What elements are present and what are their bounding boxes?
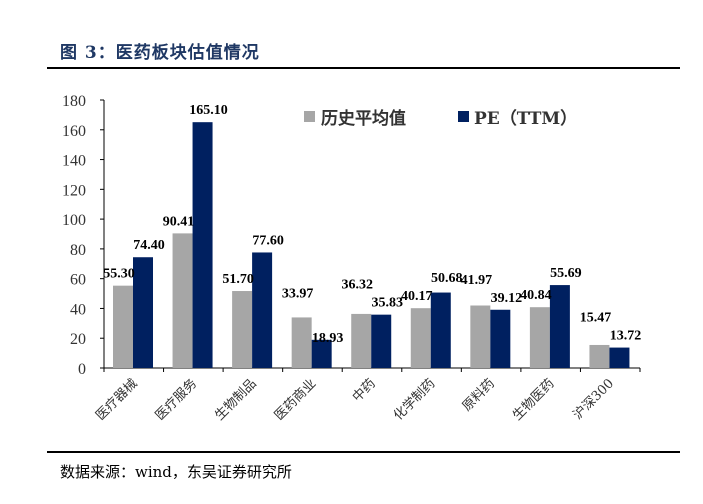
bar-pe-ttm	[430, 292, 451, 368]
bottom-divider	[47, 451, 680, 453]
category-label: 生物医药	[510, 376, 557, 423]
bar-historical-avg	[113, 285, 133, 368]
legend-swatch-pe	[458, 111, 469, 122]
y-tick-label: 20	[70, 331, 86, 348]
bar-pe-ttm	[490, 309, 511, 368]
data-label: 90.41	[163, 214, 195, 229]
y-tick-label: 0	[78, 361, 86, 378]
category-label: 医疗器械	[93, 376, 140, 423]
legend-label-pe: PE（TTM）	[474, 108, 577, 129]
data-label: 36.32	[341, 278, 373, 293]
data-label: 55.69	[550, 266, 582, 281]
data-label: 13.72	[610, 329, 642, 344]
data-label: 39.12	[491, 291, 523, 306]
bar-historical-avg	[351, 313, 372, 368]
data-label: 15.47	[580, 311, 612, 326]
y-tick-label: 180	[62, 93, 86, 110]
category-label: 化学制药	[390, 376, 438, 424]
y-tick-label: 120	[62, 182, 86, 199]
bar-pe-ttm	[252, 252, 273, 368]
bar-historical-avg	[589, 344, 610, 368]
legend-swatch-historical	[304, 111, 315, 122]
bar-pe-ttm	[609, 347, 630, 368]
bar-historical-avg	[470, 305, 491, 368]
bar-historical-avg	[291, 317, 312, 368]
bar-pe-ttm	[311, 339, 332, 368]
bar-historical-avg	[172, 233, 193, 368]
bar-pe-ttm	[549, 285, 570, 368]
data-label: 51.70	[222, 272, 254, 287]
bar-historical-avg	[529, 307, 550, 368]
data-label: 40.17	[401, 289, 433, 304]
figure-title: 图 3：医药板块估值情况	[60, 43, 260, 63]
bar-historical-avg	[232, 291, 253, 368]
category-label: 中药	[350, 376, 379, 405]
legend-label-historical: 历史平均值	[321, 108, 406, 129]
data-label: 165.10	[189, 103, 228, 118]
source-note: 数据来源：wind，东吴证券研究所	[60, 463, 292, 481]
data-label: 35.83	[371, 296, 403, 311]
y-tick-label: 140	[62, 153, 86, 170]
bar-pe-ttm	[133, 257, 153, 368]
bar-pe-ttm	[192, 122, 213, 368]
data-label: 77.60	[252, 233, 284, 248]
top-divider	[47, 67, 680, 69]
data-label: 41.97	[461, 273, 493, 288]
data-label: 33.97	[282, 286, 314, 301]
data-label: 40.84	[520, 288, 552, 303]
category-label: 医药商业	[272, 376, 319, 423]
bar-historical-avg	[410, 308, 431, 368]
y-tick-label: 160	[62, 123, 86, 140]
category-label: 生物制品	[212, 376, 259, 423]
data-label: 55.30	[103, 267, 135, 282]
category-label: 原料药	[460, 376, 498, 414]
category-label: 医疗服务	[152, 376, 200, 424]
y-tick-label: 40	[70, 301, 86, 318]
y-tick-label: 60	[70, 272, 86, 289]
y-tick-label: 80	[70, 242, 86, 259]
data-label: 18.93	[312, 331, 344, 346]
data-label: 74.40	[133, 238, 165, 253]
data-label: 50.68	[431, 271, 463, 286]
category-label: 沪深300	[570, 376, 617, 423]
y-tick-label: 100	[62, 212, 86, 229]
bar-pe-ttm	[371, 314, 392, 368]
